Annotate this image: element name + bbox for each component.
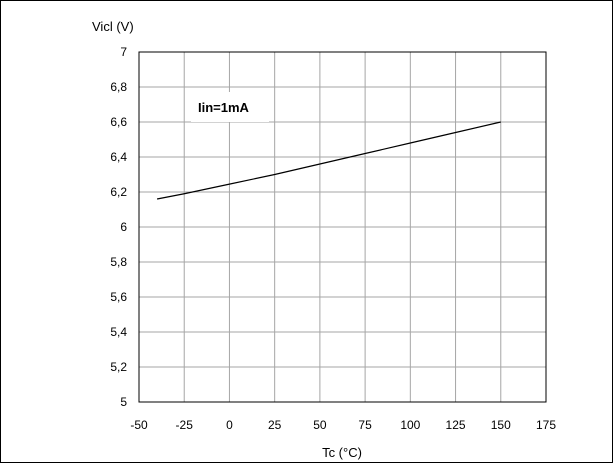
x-tick-label: 100 bbox=[400, 418, 420, 432]
y-tick-label: 6,6 bbox=[110, 115, 127, 129]
y-tick-label: 5,8 bbox=[110, 255, 127, 269]
y-tick-label: 6,8 bbox=[110, 80, 127, 94]
x-tick-label: 75 bbox=[358, 418, 372, 432]
annotation-group: Iin=1mA bbox=[191, 92, 269, 122]
y-tick-label: 6 bbox=[120, 220, 127, 234]
y-axis-title: Vicl (V) bbox=[92, 19, 134, 34]
annotation-label: Iin=1mA bbox=[198, 100, 250, 115]
x-tick-label: 0 bbox=[226, 418, 233, 432]
y-tick-label: 6,2 bbox=[110, 185, 127, 199]
y-tick-label: 5,6 bbox=[110, 290, 127, 304]
x-tick-label: -25 bbox=[176, 418, 194, 432]
x-tick-label: 150 bbox=[491, 418, 511, 432]
series-line bbox=[156, 121, 501, 200]
y-tick-label: 5,4 bbox=[110, 325, 127, 339]
y-tick-label: 6,4 bbox=[110, 150, 127, 164]
y-tick-label: 7 bbox=[120, 45, 127, 59]
x-tick-label: 175 bbox=[536, 418, 556, 432]
annotation-background bbox=[191, 92, 269, 122]
x-tick-label: 125 bbox=[446, 418, 466, 432]
y-tick-label: 5 bbox=[120, 395, 127, 409]
x-tick-label: 50 bbox=[313, 418, 327, 432]
plot-area bbox=[138, 51, 547, 403]
x-tick-label: -50 bbox=[130, 418, 148, 432]
y-tick-label: 5,2 bbox=[110, 360, 127, 374]
y-tick-labels: 5 5,2 5,4 5,6 5,8 6 6,2 6,4 6,6 6,8 7 bbox=[110, 45, 127, 409]
series-layer bbox=[156, 121, 501, 200]
x-axis-title: Tc (°C) bbox=[322, 445, 362, 460]
x-tick-label: 25 bbox=[268, 418, 282, 432]
x-tick-labels: -50 -25 0 25 50 75 100 125 150 175 bbox=[130, 418, 556, 432]
